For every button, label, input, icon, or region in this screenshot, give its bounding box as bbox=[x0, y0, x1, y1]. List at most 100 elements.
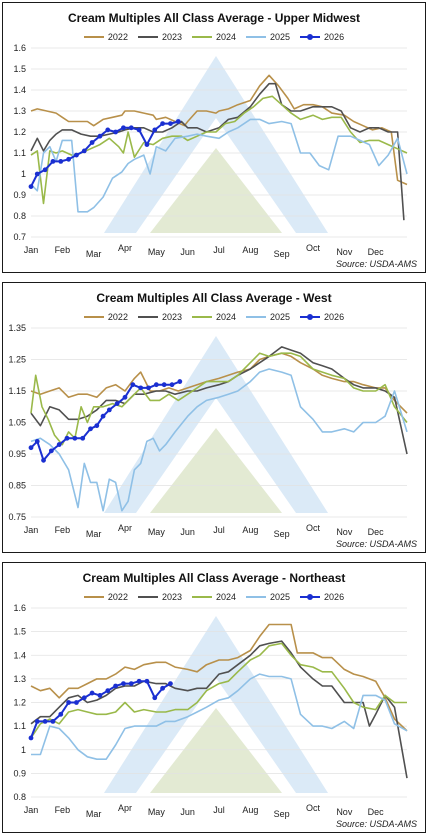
y-tick-label: 1.5 bbox=[13, 64, 26, 74]
data-point-2026 bbox=[28, 184, 34, 190]
x-tick-label: May bbox=[148, 527, 166, 537]
data-point-2026 bbox=[89, 140, 95, 145]
y-tick-label: 1.3 bbox=[13, 674, 26, 684]
x-tick-label: Jun bbox=[180, 807, 195, 817]
series-line-2023 bbox=[30, 640, 408, 779]
data-point-2026 bbox=[89, 690, 95, 696]
legend-label: 2026 bbox=[324, 592, 345, 602]
legend-item: 2024 bbox=[191, 32, 236, 42]
y-tick-label: 0.95 bbox=[8, 449, 26, 459]
series-line-2025 bbox=[30, 118, 408, 213]
y-tick-label: 1.4 bbox=[13, 85, 26, 95]
legend-label: 2022 bbox=[107, 32, 128, 42]
data-point-2026 bbox=[80, 435, 86, 441]
y-tick-label: 0.8 bbox=[13, 792, 26, 802]
legend-swatch bbox=[83, 316, 104, 318]
x-tick-label: Sep bbox=[274, 529, 290, 539]
x-tick-label: Nov bbox=[336, 247, 353, 257]
chart-legend: 2022 2023 2024 2025 2026 bbox=[3, 32, 425, 42]
x-tick-label: Jun bbox=[180, 247, 195, 257]
data-point-2026 bbox=[168, 681, 173, 686]
series-line-2023 bbox=[30, 346, 408, 455]
legend-item: 2025 bbox=[246, 592, 290, 602]
x-tick-label: Jul bbox=[213, 525, 225, 535]
chart-source: Source: USDA-AMS bbox=[335, 259, 417, 269]
data-point-2026 bbox=[72, 435, 78, 441]
data-point-2026 bbox=[50, 159, 56, 164]
legend-item: 2026 bbox=[300, 312, 344, 322]
data-point-2026 bbox=[42, 719, 48, 724]
y-tick-label: 1.6 bbox=[13, 43, 26, 53]
y-tick-label: 0.7 bbox=[13, 232, 26, 242]
legend-item: 2026 bbox=[300, 592, 344, 602]
legend-swatch bbox=[300, 314, 321, 320]
data-point-2026 bbox=[34, 171, 40, 177]
x-tick-label: Sep bbox=[274, 249, 290, 259]
chart-source: Source: USDA-AMS bbox=[335, 539, 417, 549]
y-tick-label: 1.35 bbox=[8, 323, 26, 333]
y-tick-label: 0.75 bbox=[8, 512, 26, 522]
y-tick-label: 1.4 bbox=[13, 650, 26, 660]
legend-item: 2022 bbox=[83, 312, 128, 322]
legend-label: 2022 bbox=[107, 312, 128, 322]
x-tick-label: Aug bbox=[242, 805, 258, 815]
legend-label: 2023 bbox=[161, 32, 182, 42]
x-tick-label: Aug bbox=[242, 525, 258, 535]
data-point-2026 bbox=[97, 133, 103, 139]
data-point-2026 bbox=[177, 379, 183, 384]
y-tick-label: 1 bbox=[21, 745, 26, 755]
x-tick-label: Mar bbox=[86, 809, 102, 819]
legend-swatch bbox=[246, 596, 267, 598]
data-point-2026 bbox=[66, 156, 71, 162]
x-tick-label: May bbox=[148, 247, 166, 257]
chart-svg: 0.7 0.8 0.9 1 1.1 1.2 1.3 1.4 1.5 1.6 Jan Feb Mar Apr… bbox=[13, 43, 408, 259]
legend-swatch bbox=[137, 316, 158, 318]
legend-swatch bbox=[191, 36, 212, 38]
legend-item: 2026 bbox=[300, 32, 344, 42]
data-point-2026 bbox=[56, 442, 62, 447]
data-point-2026 bbox=[66, 700, 71, 705]
series-line-2022 bbox=[30, 74, 408, 186]
y-tick-label: 1.05 bbox=[8, 418, 26, 428]
x-tick-label: Apr bbox=[118, 243, 132, 253]
data-point-2026 bbox=[152, 127, 158, 133]
x-tick-label: Dec bbox=[368, 527, 385, 537]
legend-label: 2024 bbox=[215, 312, 237, 322]
data-point-2026 bbox=[160, 685, 166, 691]
data-point-2026 bbox=[128, 125, 134, 131]
data-point-2026 bbox=[169, 382, 175, 388]
x-tick-label: Nov bbox=[336, 807, 353, 817]
data-point-2026 bbox=[144, 678, 150, 684]
chart-legend: 2022 2023 2024 2025 2026 bbox=[3, 312, 425, 322]
chart-source: Source: USDA-AMS bbox=[335, 819, 417, 829]
chart-title: Cream Multiples All Class Average - Nort… bbox=[82, 571, 346, 585]
x-tick-label: Oct bbox=[306, 243, 321, 253]
legend-swatch bbox=[191, 316, 212, 318]
legend-label: 2025 bbox=[270, 312, 291, 322]
data-point-2026 bbox=[105, 688, 111, 694]
x-tick-label: Mar bbox=[86, 249, 102, 259]
legend-item: 2022 bbox=[83, 592, 128, 602]
chart-title: Cream Multiples All Class Average - Uppe… bbox=[67, 11, 361, 25]
x-tick-label: Oct bbox=[306, 523, 321, 533]
legend-label: 2023 bbox=[161, 592, 182, 602]
legend-swatch bbox=[83, 36, 104, 38]
series-line-2022 bbox=[30, 623, 408, 732]
data-point-2026 bbox=[48, 448, 54, 454]
data-point-2026 bbox=[94, 423, 100, 429]
data-point-2026 bbox=[168, 121, 173, 126]
data-point-2026 bbox=[28, 735, 34, 741]
data-point-2026 bbox=[138, 385, 144, 391]
legend-item: 2024 bbox=[191, 312, 237, 322]
y-tick-label: 1.2 bbox=[13, 698, 26, 708]
data-point-2026 bbox=[121, 125, 126, 131]
x-tick-label: Dec bbox=[368, 247, 385, 257]
legend-item: 2024 bbox=[191, 592, 236, 602]
legend-swatch bbox=[83, 596, 104, 598]
data-point-2026 bbox=[41, 457, 46, 463]
chart-svg: 0.8 0.9 1 1.1 1.2 1.3 1.4 1.5 1.6 Jan Feb Mar Apr May… bbox=[13, 603, 408, 819]
x-tick-label: Jan bbox=[24, 245, 39, 255]
y-tick-label: 1 bbox=[21, 169, 26, 179]
legend-swatch bbox=[300, 594, 321, 600]
legend-swatch bbox=[246, 316, 267, 318]
